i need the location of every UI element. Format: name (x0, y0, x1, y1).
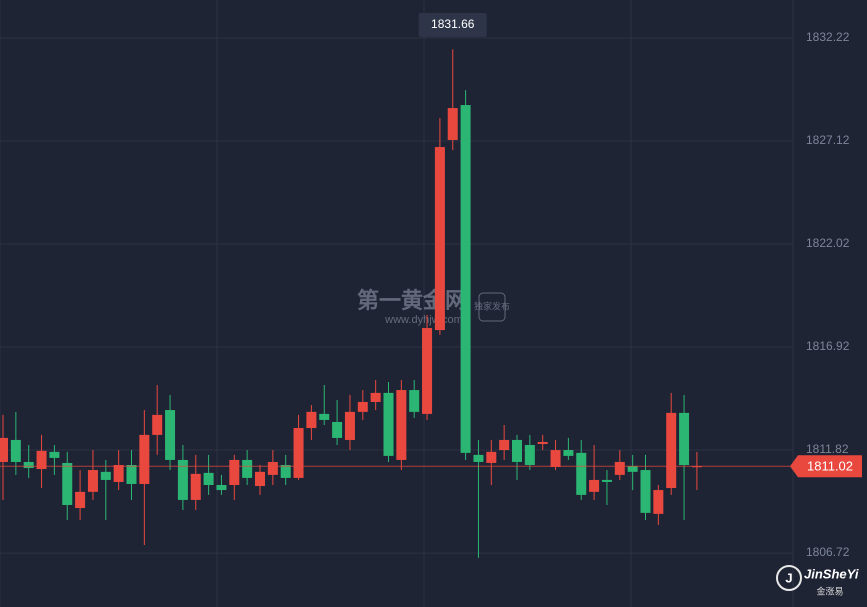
candle-body (75, 491, 86, 509)
candle-body (473, 454, 484, 462)
last-price-tag (790, 455, 862, 478)
candle-body (177, 459, 188, 500)
candle-body (614, 461, 625, 475)
last-price-label: 1811.02 (807, 459, 853, 474)
watermark-badge-box (478, 292, 506, 322)
candle-body (447, 108, 458, 140)
candle-body (537, 441, 548, 444)
candle-body (255, 471, 265, 487)
candle-body (344, 411, 355, 440)
candle-body (370, 392, 381, 402)
candle-body (434, 147, 445, 331)
candle-body (267, 461, 278, 475)
candle-body (203, 472, 214, 485)
candle-body (280, 464, 291, 478)
watermark-brand: 第一黄金网 (357, 288, 467, 313)
candle-body (383, 392, 394, 456)
overlay: 1831.66 1811.02 (0, 13, 862, 478)
candle-body (87, 470, 98, 492)
y-tick-label: 1832.22 (806, 30, 850, 44)
candle-body (152, 414, 163, 435)
candle-body (293, 428, 304, 478)
candle-body (653, 490, 664, 514)
candle-body (229, 459, 240, 485)
candle-body (139, 434, 150, 484)
high-tooltip-box (418, 13, 487, 37)
logo-name: JinSheYi (804, 566, 859, 581)
candle-body (601, 479, 612, 482)
candle-body (640, 470, 651, 513)
candle-body (332, 421, 343, 438)
candle-body (62, 462, 73, 505)
candle-body (23, 461, 34, 469)
candle-body (499, 439, 510, 451)
watermark-url: www.dyhjw.com (384, 314, 463, 326)
candle-body (396, 390, 407, 460)
logo-icon (776, 565, 802, 591)
candle-body (486, 451, 497, 463)
candle-body (550, 450, 561, 468)
y-tick-label: 1822.02 (806, 236, 850, 250)
candle-body (216, 484, 227, 491)
candle-body (190, 473, 201, 500)
y-tick-label: 1811.82 (806, 442, 849, 456)
candle-body (306, 411, 317, 429)
candle-body (0, 437, 8, 462)
candle-body (126, 464, 137, 484)
y-tick-label: 1816.92 (806, 339, 850, 353)
candle-body (242, 459, 253, 478)
candle-body (460, 105, 471, 453)
candle-body (679, 412, 690, 465)
candle-body (563, 450, 574, 456)
candle-body (524, 444, 535, 465)
candle-body (422, 328, 433, 414)
candle-body (627, 466, 638, 472)
logo-sub: 金涨易 (816, 585, 843, 596)
logo-mark: J (785, 570, 792, 585)
candle-body (357, 401, 368, 412)
candle-body (589, 479, 600, 492)
candle-body (319, 413, 330, 420)
high-tooltip: 1831.66 (431, 17, 475, 31)
candle-body (113, 464, 124, 482)
candle-body (100, 471, 111, 480)
candle-body (409, 390, 420, 412)
candles (0, 49, 702, 558)
candle-body (49, 451, 60, 458)
candle-body (10, 439, 21, 462)
candle-body (36, 450, 47, 470)
candle-body (666, 412, 677, 489)
y-tick-label: 1806.72 (806, 545, 850, 559)
candle-body (165, 410, 176, 460)
candle-body (512, 439, 522, 462)
y-tick-label: 1827.12 (806, 133, 850, 147)
logo: J JinSheYi 金涨易 (776, 565, 859, 596)
watermark-badge: 独家发布 (474, 300, 510, 311)
candle-body (576, 452, 587, 495)
